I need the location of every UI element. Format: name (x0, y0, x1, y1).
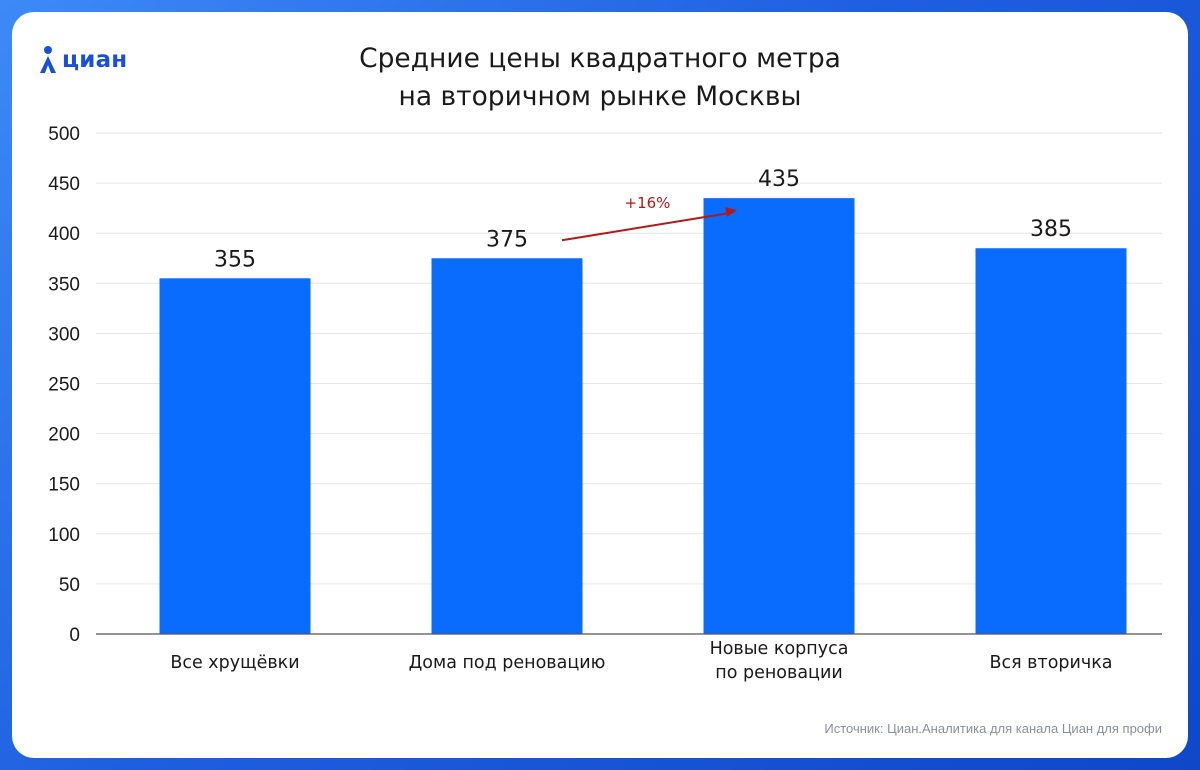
x-category-label: Новые корпуса (710, 639, 849, 659)
y-tick-label: 100 (48, 525, 80, 546)
y-tick-label: 500 (48, 124, 80, 145)
y-tick-label: 400 (48, 224, 80, 245)
x-category-label: по реновации (715, 663, 842, 683)
bar (159, 278, 311, 634)
y-tick-label: 350 (48, 274, 80, 295)
chart-title: Средние цены квадратного метра на вторич… (12, 40, 1188, 116)
bar (703, 198, 855, 634)
bar (431, 258, 583, 634)
growth-arrow-head-icon (725, 207, 737, 217)
y-tick-label: 150 (48, 475, 80, 496)
x-category-label: Все хрущёвки (170, 653, 299, 673)
chart-title-line-2: на вторичном рынке Москвы (398, 81, 802, 112)
y-tick-label: 0 (69, 625, 80, 646)
x-category-label: Вся вторичка (989, 653, 1112, 673)
y-tick-label: 250 (48, 375, 80, 396)
brand-logo[interactable]: циан (38, 42, 127, 78)
bar-value-label: 375 (486, 227, 528, 252)
bar-value-label: 355 (214, 247, 256, 272)
bar (975, 248, 1127, 635)
bar-value-label: 385 (1030, 217, 1072, 242)
y-tick-label: 50 (59, 575, 80, 596)
brand-name: циан (62, 46, 128, 73)
y-tick-label: 300 (48, 324, 80, 345)
chart-card: циан Средние цены квадратного метра на в… (12, 12, 1188, 758)
bar-value-label: 435 (758, 167, 800, 192)
y-tick-label: 200 (48, 425, 80, 446)
location-pin-icon (40, 46, 56, 73)
growth-annotation-label: +16% (625, 194, 671, 212)
x-category-label: Дома под реновацию (409, 653, 606, 673)
chart-title-line-1: Средние цены квадратного метра (359, 43, 841, 74)
bar-chart: 0 50 100 150 200 250 300 350 400 450 500 355 375 435 3… (48, 124, 1162, 683)
y-tick-label: 450 (48, 174, 80, 195)
source-note: Источник: Циан.Аналитика для канала Циан… (824, 721, 1162, 736)
growth-arrow-line (561, 212, 730, 242)
